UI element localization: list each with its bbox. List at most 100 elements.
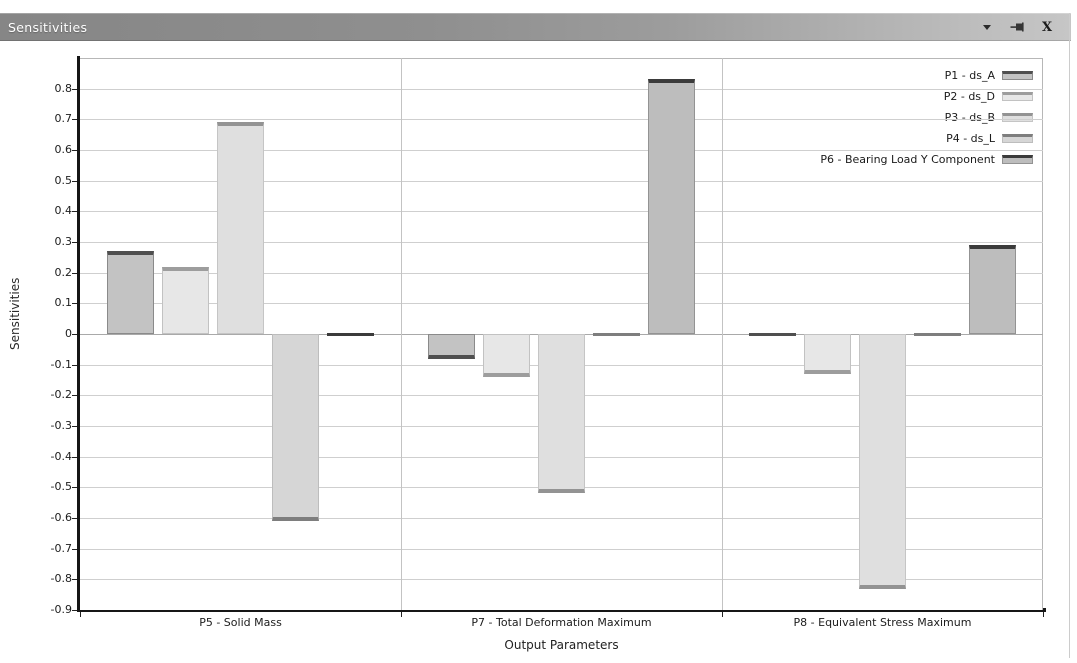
y-tick-mark (72, 579, 77, 581)
y-tick-label: -0.3 (50, 419, 72, 432)
sensitivity-bar (593, 333, 640, 336)
close-button[interactable]: X (1039, 19, 1055, 35)
y-axis-title: Sensitivities (8, 277, 22, 350)
y-tick-label: 0.3 (54, 235, 73, 248)
x-tick-mark (722, 612, 723, 617)
legend-swatch (1002, 113, 1033, 122)
gridline (80, 303, 1043, 305)
y-tick-label: -0.2 (50, 388, 72, 402)
panel-right-edge (1069, 13, 1070, 658)
y-tick-mark (72, 211, 77, 213)
gridline (80, 88, 1043, 90)
sensitivity-bar (327, 333, 374, 336)
y-tick-mark (72, 364, 77, 366)
legend-row: P6 - Bearing Load Y Component (820, 149, 1033, 170)
y-tick-label: 0.6 (54, 143, 73, 156)
y-tick-mark (72, 487, 77, 489)
sensitivity-bar (272, 334, 319, 522)
y-tick-label: 0.5 (54, 173, 73, 187)
legend-label: P3 - ds_B (944, 111, 995, 124)
pin-icon (1010, 22, 1024, 32)
sensitivity-bar (914, 333, 961, 336)
panel-titlebar[interactable]: Sensitivities X (0, 13, 1071, 41)
gridline (80, 548, 1043, 550)
legend-swatch (1002, 155, 1033, 164)
sensitivity-bar (749, 333, 796, 336)
y-tick-mark (72, 334, 77, 335)
legend-row: P1 - ds_A (820, 65, 1033, 86)
y-tick-label: 0.8 (54, 81, 73, 95)
sensitivity-bar (648, 79, 695, 334)
y-tick-label: -0.6 (50, 511, 72, 524)
gridline (80, 119, 1043, 121)
y-tick-mark (72, 119, 77, 121)
legend-swatch (1002, 92, 1033, 101)
auto-hide-pin-button[interactable] (1009, 19, 1025, 35)
gridline (80, 272, 1043, 274)
y-tick-mark (72, 395, 77, 397)
sensitivity-bar (859, 334, 906, 589)
x-tick-mark (401, 612, 402, 617)
y-tick-label: -0.4 (50, 449, 72, 463)
legend-label: P2 - ds_D (943, 90, 995, 103)
y-tick-mark (72, 518, 77, 519)
y-tick-mark (72, 242, 77, 243)
y-tick-mark (72, 548, 77, 550)
gridline (80, 180, 1043, 182)
y-tick-mark (72, 456, 77, 458)
category-separator (401, 58, 402, 610)
gridline (80, 211, 1043, 213)
x-axis-line (77, 608, 1046, 612)
plot-area: P1 - ds_A P2 - ds_D P3 - ds_B P4 - ds_L P6 -… (80, 58, 1043, 610)
y-tick-mark (72, 150, 77, 151)
chevron-down-icon (983, 24, 991, 30)
x-category-label: P5 - Solid Mass (199, 616, 282, 629)
legend-label: P4 - ds_L (946, 132, 995, 145)
gridline (80, 518, 1043, 519)
y-tick-label: -0.7 (50, 541, 72, 555)
legend-row: P3 - ds_B (820, 107, 1033, 128)
x-tick-mark (80, 612, 81, 617)
sensitivity-bar (969, 245, 1016, 334)
gridline (80, 579, 1043, 581)
window-menu-button[interactable] (979, 19, 995, 35)
y-tick-label: -0.8 (50, 572, 72, 586)
x-tick-mark (1043, 612, 1044, 617)
y-tick-label: 0 (65, 327, 72, 340)
sensitivity-bar (538, 334, 585, 494)
legend-row: P2 - ds_D (820, 86, 1033, 107)
y-tick-label: -0.5 (50, 480, 72, 494)
y-tick-mark (72, 303, 77, 305)
x-category-label: P8 - Equivalent Stress Maximum (793, 616, 972, 629)
category-separator (722, 58, 723, 610)
legend-swatch (1002, 71, 1033, 80)
panel-title: Sensitivities (8, 19, 88, 35)
gridline (80, 242, 1043, 243)
y-tick-label: 0.2 (54, 265, 73, 279)
y-tick-label: -0.9 (50, 603, 72, 616)
sensitivity-bar (217, 122, 264, 334)
sensitivity-bar (483, 334, 530, 377)
sensitivity-bar (107, 251, 154, 334)
y-tick-label: 0.1 (54, 296, 73, 310)
sensitivity-bar (428, 334, 475, 359)
y-tick-mark (72, 610, 77, 611)
plot-top-border (80, 58, 1043, 59)
y-tick-label: 0.7 (54, 112, 73, 126)
y-tick-mark (72, 88, 77, 90)
sensitivity-bar (162, 266, 209, 334)
legend-label: P1 - ds_A (944, 69, 995, 82)
chart-legend: P1 - ds_A P2 - ds_D P3 - ds_B P4 - ds_L P6 -… (820, 65, 1033, 170)
sensitivity-bar (804, 334, 851, 374)
close-icon: X (1041, 19, 1053, 35)
y-tick-mark (72, 272, 77, 274)
y-tick-label: 0.4 (54, 204, 73, 218)
legend-row: P4 - ds_L (820, 128, 1033, 149)
x-axis-title: Output Parameters (504, 638, 619, 652)
titlebar-controls: X (979, 13, 1055, 41)
y-tick-mark (72, 426, 77, 427)
legend-label: P6 - Bearing Load Y Component (820, 153, 995, 166)
x-category-label: P7 - Total Deformation Maximum (471, 616, 652, 629)
y-tick-mark (72, 180, 77, 182)
